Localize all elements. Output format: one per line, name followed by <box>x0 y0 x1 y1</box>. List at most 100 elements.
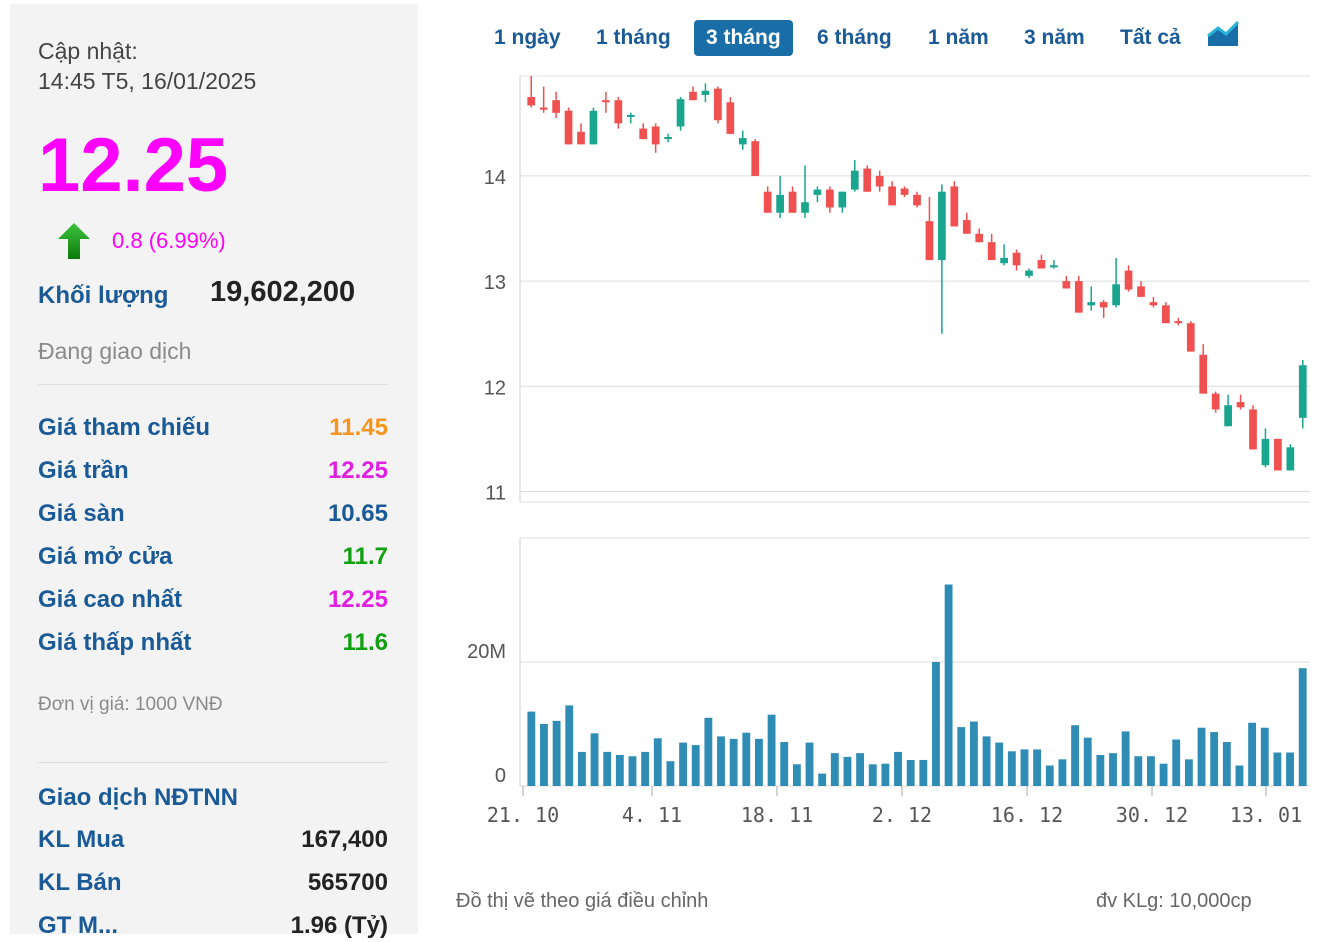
x-tick-label: 18. 11 <box>741 803 813 827</box>
candle-body <box>776 194 784 213</box>
area-chart-icon[interactable] <box>1206 18 1240 48</box>
volume-bar <box>577 751 586 786</box>
foreign-trading-label: KL Mua <box>38 826 125 853</box>
tab-range[interactable]: 1 tháng <box>596 26 671 49</box>
volume-bar <box>919 759 928 786</box>
volume-bar <box>1197 727 1206 786</box>
candle-body <box>1037 260 1046 269</box>
price-volume-chart[interactable]: 14 13 12 11 20M 0 21. 10 4. 11 18. 11 2. 12 16. 12… <box>430 60 1320 830</box>
price-detail-value: 12.25 <box>327 457 388 484</box>
candle-body <box>888 186 896 206</box>
foreign-trading-value: 1.96 (Tỷ) <box>290 912 388 939</box>
price-change: 0.8 (6.99%) <box>112 228 226 253</box>
volume-bar <box>1273 752 1282 786</box>
candle-body <box>1012 252 1021 266</box>
tab-range[interactable]: 1 năm <box>928 26 989 49</box>
candle-body <box>950 186 959 227</box>
volume-bar <box>1121 731 1130 786</box>
foreign-trading-value: 167,400 <box>301 826 388 853</box>
price-detail-label: Giá thấp nhất <box>38 629 192 656</box>
volume-bar <box>1222 741 1231 786</box>
price-detail-label: Giá mở cửa <box>38 543 173 570</box>
tab-range[interactable]: 3 tháng <box>694 20 793 56</box>
volume-bar <box>957 727 966 786</box>
volume-bar <box>830 753 839 786</box>
volume-bar <box>590 733 599 786</box>
candle-body <box>913 194 921 206</box>
candle-body <box>987 242 996 261</box>
candle-body <box>639 128 648 140</box>
candle-body <box>701 90 710 95</box>
price-detail-label: Giá sàn <box>38 500 125 527</box>
candle-body <box>1174 321 1183 324</box>
trading-status: Đang giao dịch <box>38 338 192 364</box>
foreign-trading-label: KL Bán <box>38 869 122 896</box>
candle-body <box>1186 323 1195 352</box>
candle-body <box>664 137 672 140</box>
candle-body <box>813 189 822 195</box>
chart-footnote: Đồ thị vẽ theo giá điều chỉnh <box>456 890 709 912</box>
volume-bar <box>894 751 902 786</box>
candle-body <box>1224 405 1232 427</box>
volume-bar <box>856 753 865 786</box>
volume-bar <box>679 742 687 786</box>
candle-body <box>726 102 735 134</box>
current-price: 12.25 <box>38 123 229 208</box>
volume-bar <box>742 732 751 786</box>
candle-body <box>738 138 747 145</box>
volume-bar <box>729 738 738 786</box>
volume-bar <box>805 742 814 786</box>
volume-bar <box>653 738 662 786</box>
volume-bar <box>641 751 650 786</box>
candle-body <box>900 188 909 195</box>
x-tick-label: 4. 11 <box>622 803 682 827</box>
candle-body <box>1112 284 1120 306</box>
volume-bar <box>1260 727 1269 786</box>
volume-bar <box>1007 751 1016 786</box>
price-detail-row: Giá cao nhất 12.25 <box>38 586 388 616</box>
tab-range[interactable]: Tất cả <box>1120 26 1181 49</box>
candle-body <box>962 220 971 234</box>
price-detail-label: Giá tham chiếu <box>38 414 211 441</box>
tab-range[interactable]: 1 ngày <box>494 26 561 49</box>
candle-body <box>714 88 722 121</box>
candle-body <box>1211 393 1220 410</box>
candle-body <box>1099 302 1108 308</box>
price-detail-value: 10.65 <box>327 500 388 527</box>
volume-bar <box>704 717 713 786</box>
volume-bar <box>780 741 789 786</box>
candle-body <box>850 170 859 190</box>
candle-body <box>1298 365 1307 418</box>
volume-bar <box>1298 668 1307 786</box>
candle-body <box>689 91 697 101</box>
volume-bar <box>932 662 940 786</box>
volume-bar <box>603 751 612 786</box>
candle-body <box>527 97 536 106</box>
volume-label: Khối lượng <box>38 282 169 309</box>
volume-bar <box>1172 739 1181 786</box>
volume-bar <box>666 761 675 786</box>
volume-bar <box>1147 756 1155 786</box>
updated-label: Cập nhật: <box>38 38 138 64</box>
volume-bar <box>906 759 915 786</box>
candle-body <box>1025 270 1033 276</box>
foreign-trading-value: 565700 <box>307 869 388 896</box>
price-detail-label: Giá trần <box>38 457 129 484</box>
candle-body <box>552 100 560 113</box>
volume-bar <box>552 720 561 786</box>
price-tick-label: 13 <box>484 272 506 294</box>
tab-range[interactable]: 6 tháng <box>817 26 892 49</box>
volume-value: 19,602,200 <box>210 276 356 308</box>
foreign-trading-label: GT M... <box>38 912 118 939</box>
volume-bar <box>868 764 877 786</box>
tab-range[interactable]: 3 năm <box>1024 26 1085 49</box>
candle-body <box>801 202 809 213</box>
foreign-trading-title: Giao dịch NĐTNN <box>38 784 239 811</box>
candle-body <box>1149 302 1158 306</box>
volume-bar <box>565 705 574 786</box>
volume-tick-label: 20M <box>467 641 506 663</box>
candle-body <box>626 114 635 117</box>
volume-bar <box>1071 725 1079 786</box>
candle-body <box>788 191 797 213</box>
volume-bar <box>1286 752 1294 786</box>
